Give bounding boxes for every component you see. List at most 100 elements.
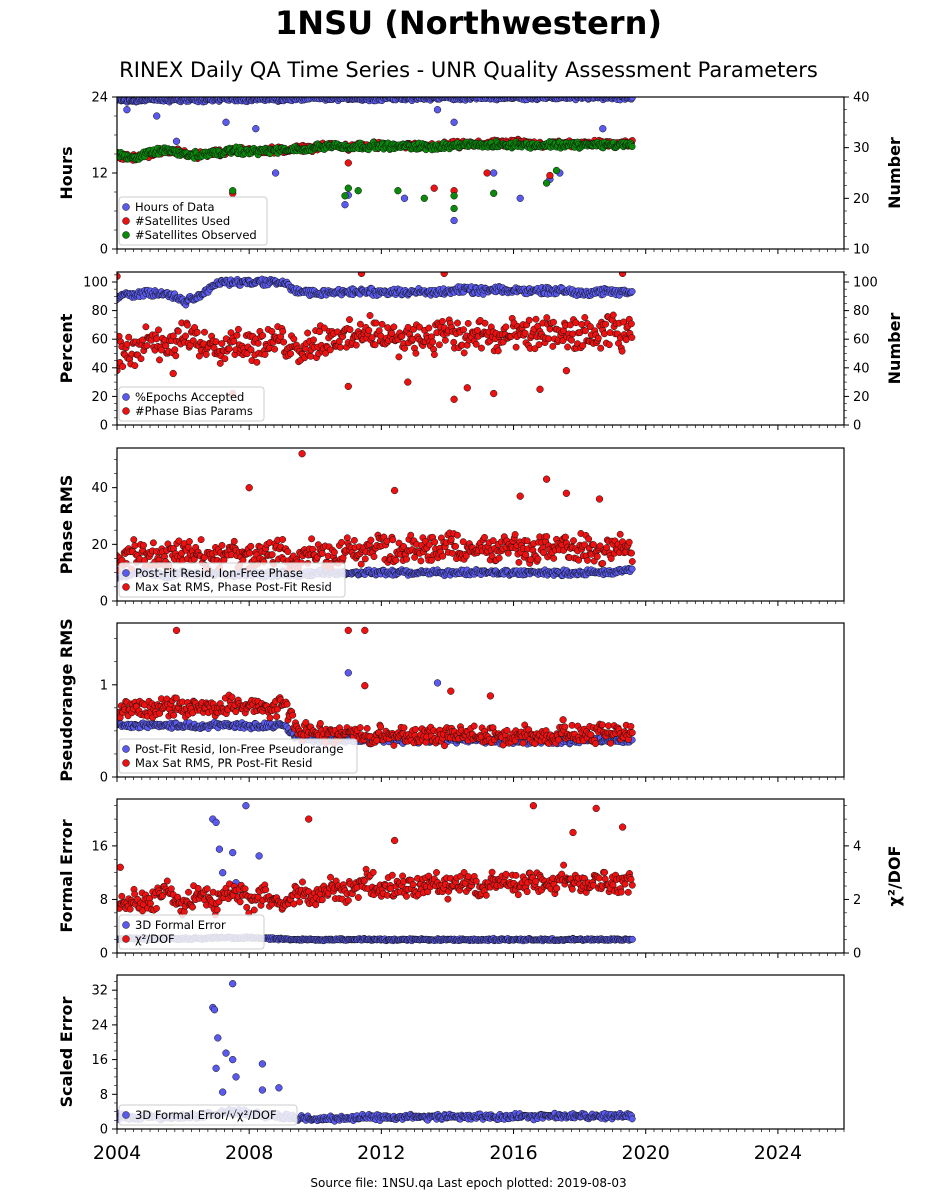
legend-box bbox=[118, 196, 268, 246]
data-point bbox=[309, 545, 317, 553]
data-point bbox=[230, 537, 238, 545]
data-point bbox=[283, 700, 291, 708]
y-tick-label: 80 bbox=[91, 304, 108, 319]
data-point bbox=[346, 316, 353, 324]
data-point bbox=[392, 556, 400, 564]
outlier-point bbox=[420, 194, 428, 202]
data-point bbox=[441, 336, 449, 344]
legend-label: #Satellites Used bbox=[135, 214, 230, 228]
outlier-point bbox=[271, 169, 280, 177]
data-point bbox=[316, 719, 324, 727]
data-point bbox=[290, 335, 298, 343]
data-point bbox=[504, 549, 512, 557]
data-point bbox=[131, 362, 139, 370]
data-point bbox=[400, 543, 408, 550]
data-point bbox=[320, 324, 328, 332]
data-point bbox=[216, 359, 224, 367]
y-tick-label: 20 bbox=[91, 390, 108, 405]
data-point bbox=[202, 351, 210, 358]
data-point bbox=[594, 334, 602, 342]
data-point bbox=[549, 342, 557, 350]
data-point bbox=[543, 533, 551, 540]
data-point bbox=[172, 352, 180, 360]
data-point bbox=[481, 533, 488, 541]
data-point bbox=[400, 724, 408, 732]
data-point bbox=[125, 333, 133, 341]
data-point bbox=[407, 531, 415, 539]
series-phase-1 bbox=[117, 450, 636, 574]
outlier-point bbox=[172, 137, 181, 145]
outlier-point bbox=[450, 118, 458, 126]
data-point bbox=[511, 531, 519, 538]
outlier-point bbox=[117, 272, 121, 280]
outlier-point bbox=[394, 187, 402, 195]
data-point bbox=[280, 338, 288, 346]
y-right-tick-label: 80 bbox=[853, 304, 870, 319]
data-point bbox=[609, 311, 617, 319]
data-point bbox=[169, 332, 177, 340]
data-point bbox=[581, 327, 589, 335]
data-point bbox=[247, 542, 255, 550]
data-point bbox=[430, 351, 438, 359]
data-point bbox=[597, 344, 605, 352]
data-point bbox=[279, 536, 287, 543]
data-point bbox=[627, 320, 635, 328]
series-hours-0 bbox=[117, 97, 636, 225]
data-point bbox=[390, 741, 398, 749]
y-tick-label: 40 bbox=[91, 481, 108, 496]
outlier-point bbox=[252, 125, 260, 133]
outlier-point bbox=[490, 189, 498, 197]
data-point bbox=[428, 556, 435, 564]
figure-subtitle: RINEX Daily QA Time Series - UNR Quality… bbox=[119, 58, 818, 82]
data-point bbox=[218, 541, 226, 549]
data-point bbox=[441, 742, 448, 750]
series-percent-0 bbox=[117, 275, 636, 309]
legend-marker bbox=[122, 217, 130, 225]
data-point bbox=[271, 345, 279, 353]
data-point bbox=[366, 312, 374, 319]
data-point bbox=[343, 534, 351, 542]
data-point bbox=[157, 346, 165, 354]
data-point bbox=[425, 324, 433, 332]
data-point bbox=[512, 343, 520, 351]
data-point bbox=[628, 97, 636, 102]
outlier-point bbox=[516, 194, 524, 202]
data-point bbox=[218, 340, 226, 348]
data-point bbox=[572, 319, 580, 327]
data-point bbox=[568, 336, 575, 344]
data-point bbox=[356, 320, 364, 328]
y-right-tick-label: 20 bbox=[853, 390, 870, 405]
data-point bbox=[502, 323, 510, 331]
y-right-axis-label: Number bbox=[885, 137, 904, 209]
legend-marker bbox=[122, 407, 130, 415]
outlier-point bbox=[562, 367, 571, 375]
data-point bbox=[599, 559, 607, 567]
legend-marker bbox=[122, 393, 130, 401]
data-point bbox=[495, 554, 503, 562]
outlier-point bbox=[542, 475, 551, 483]
y-right-tick-label: 10 bbox=[853, 243, 870, 258]
legend-label: Hours of Data bbox=[135, 200, 215, 214]
data-point bbox=[628, 334, 636, 341]
data-point bbox=[450, 338, 458, 346]
y-axis-label: Percent bbox=[57, 313, 76, 383]
series-hours-2 bbox=[117, 137, 636, 213]
data-point bbox=[197, 536, 205, 544]
data-point bbox=[153, 335, 161, 343]
data-point bbox=[395, 353, 403, 361]
y-right-tick-label: 0 bbox=[853, 419, 861, 434]
legend-label: Post-Fit Resid, Ion-Free Phase bbox=[135, 566, 303, 580]
outlier-point bbox=[245, 484, 253, 492]
data-point bbox=[247, 346, 255, 354]
data-point bbox=[182, 332, 189, 340]
data-point bbox=[156, 356, 163, 364]
legend-marker bbox=[122, 569, 130, 577]
outlier-point bbox=[483, 169, 491, 177]
data-point bbox=[230, 337, 238, 345]
y-tick-label: 12 bbox=[91, 167, 108, 182]
data-point bbox=[593, 553, 601, 560]
data-point bbox=[543, 314, 551, 322]
outlier-point bbox=[400, 194, 409, 202]
data-point bbox=[525, 316, 533, 324]
